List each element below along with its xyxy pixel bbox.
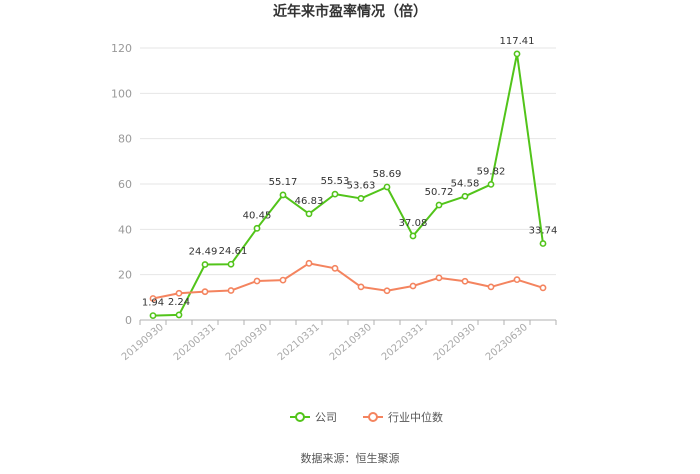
data-point bbox=[409, 282, 417, 290]
data-label: 40.45 bbox=[243, 210, 272, 221]
data-point bbox=[149, 295, 157, 302]
data-point bbox=[253, 277, 261, 285]
source-text: 数据来源：恒生聚源 bbox=[301, 451, 400, 465]
y-tick-label: 60 bbox=[118, 178, 132, 191]
x-tick-label: 20220331 bbox=[380, 322, 426, 363]
data-point bbox=[383, 183, 391, 191]
data-label: 46.83 bbox=[295, 196, 324, 207]
legend-label: 行业中位数 bbox=[388, 410, 443, 424]
data-point bbox=[227, 287, 235, 294]
data-point bbox=[305, 210, 313, 218]
data-point bbox=[331, 190, 339, 198]
y-axis-ticks: 0 20 40 60 80 100 120 bbox=[111, 42, 132, 327]
legend-label: 公司 bbox=[315, 411, 337, 424]
y-tick-label: 120 bbox=[111, 42, 132, 55]
data-point bbox=[279, 276, 287, 284]
data-point bbox=[461, 192, 469, 200]
x-tick-label: 20190930 bbox=[120, 322, 166, 363]
data-point bbox=[435, 201, 443, 209]
data-point bbox=[175, 289, 183, 297]
data-point bbox=[461, 277, 469, 285]
data-label: 33.74 bbox=[529, 226, 558, 237]
series-line-1 bbox=[152, 262, 544, 300]
data-point bbox=[201, 261, 209, 268]
data-label: 53.63 bbox=[347, 180, 376, 191]
data-point bbox=[357, 195, 365, 202]
data-point bbox=[487, 181, 495, 188]
data-point bbox=[435, 274, 443, 282]
x-tick-label: 20210331 bbox=[276, 322, 322, 363]
legend-marker bbox=[368, 412, 378, 422]
y-tick-label: 100 bbox=[111, 87, 132, 100]
data-label: 1.94 bbox=[142, 298, 164, 309]
data-label: 55.53 bbox=[321, 176, 350, 187]
grid-lines bbox=[140, 47, 556, 276]
data-label: 55.17 bbox=[269, 177, 298, 188]
y-tick-label: 80 bbox=[118, 133, 132, 146]
x-axis: 20190930 20200331 20200930 20210331 20210930… bbox=[120, 319, 557, 363]
y-tick-label: 40 bbox=[118, 223, 132, 236]
data-point bbox=[305, 259, 313, 267]
legend: 公司 行业中位数 bbox=[290, 410, 443, 424]
x-tick-label: 20210930 bbox=[328, 322, 374, 363]
data-label: 58.69 bbox=[373, 169, 402, 180]
series-layer bbox=[149, 50, 547, 320]
chart-title: 近年来市盈率情况（倍） bbox=[273, 3, 427, 20]
data-point bbox=[149, 312, 157, 320]
series-line-0 bbox=[152, 52, 544, 317]
data-point bbox=[331, 264, 339, 272]
data-label: 24.49 bbox=[189, 246, 218, 257]
data-point bbox=[201, 288, 209, 296]
data-label: 37.08 bbox=[399, 218, 428, 229]
data-point bbox=[539, 284, 547, 292]
data-point bbox=[253, 224, 261, 232]
data-point bbox=[513, 276, 521, 284]
data-point bbox=[383, 287, 391, 295]
data-point bbox=[279, 191, 287, 199]
data-point bbox=[227, 260, 235, 268]
data-label: 54.58 bbox=[451, 178, 480, 189]
data-labels: 1.94 2.24 24.49 24.61 40.45 55.17 46.83 55.5353… bbox=[142, 36, 557, 309]
data-label: 50.72 bbox=[425, 187, 454, 198]
data-label: 2.24 bbox=[168, 297, 190, 308]
legend-marker bbox=[295, 412, 305, 422]
data-point bbox=[487, 283, 495, 291]
data-point bbox=[175, 311, 183, 319]
data-label: 24.61 bbox=[219, 246, 248, 257]
data-label: 59.82 bbox=[477, 166, 506, 177]
y-tick-label: 0 bbox=[125, 314, 132, 327]
x-tick-label: 20230630 bbox=[484, 322, 530, 363]
data-point bbox=[357, 283, 365, 291]
data-point bbox=[513, 50, 521, 58]
x-tick-label: 20200930 bbox=[224, 322, 270, 363]
x-tick-label: 20220930 bbox=[432, 322, 478, 363]
data-point bbox=[539, 240, 547, 247]
data-point bbox=[409, 232, 417, 240]
x-tick-label: 20200331 bbox=[172, 322, 218, 363]
data-label: 117.41 bbox=[500, 36, 535, 47]
y-tick-label: 20 bbox=[118, 269, 132, 282]
